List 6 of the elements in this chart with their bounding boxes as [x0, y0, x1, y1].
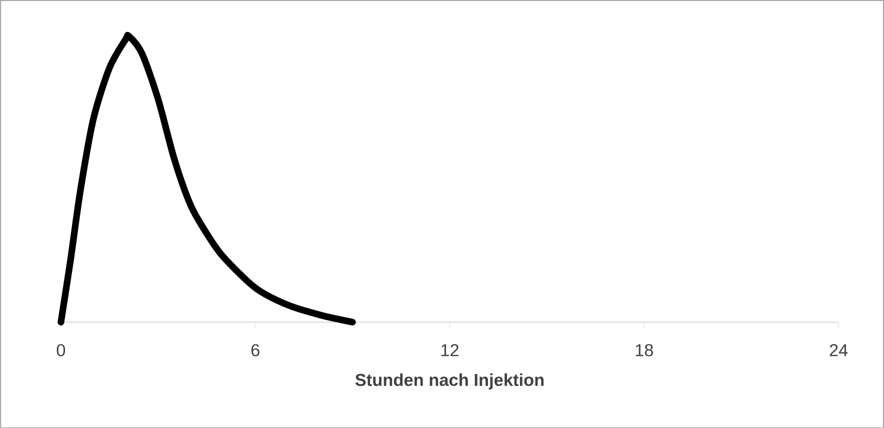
x-tick-label: 6 — [251, 344, 260, 356]
x-tick-label: 0 — [56, 344, 66, 356]
x-tick-label: 24 — [830, 344, 848, 356]
x-tick-label: 12 — [441, 344, 458, 356]
x-axis-title: Stunden nach Injektion — [355, 373, 544, 390]
x-tick-label: 18 — [636, 344, 653, 356]
